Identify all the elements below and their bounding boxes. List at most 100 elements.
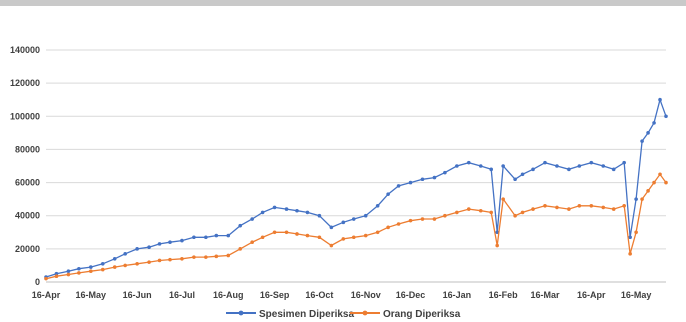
data-point — [100, 267, 105, 272]
data-point — [443, 170, 447, 175]
data-point — [658, 172, 662, 177]
data-point — [520, 172, 525, 177]
data-point — [628, 252, 632, 256]
x-tick-label: 16-Feb — [489, 290, 519, 300]
data-point — [375, 203, 380, 208]
y-tick-label: 60000 — [15, 178, 40, 188]
data-point — [555, 164, 559, 168]
data-point — [501, 164, 505, 168]
data-point — [640, 197, 644, 201]
y-tick-label: 120000 — [10, 78, 40, 88]
data-point — [168, 257, 172, 262]
data-point — [601, 205, 606, 210]
data-point — [147, 260, 151, 264]
data-point — [640, 139, 644, 143]
data-point — [204, 235, 208, 240]
data-point — [664, 114, 668, 119]
data-point — [341, 220, 346, 225]
data-point — [567, 167, 571, 172]
data-point — [226, 253, 231, 258]
data-point — [54, 274, 59, 279]
data-point — [589, 203, 594, 208]
data-point — [54, 271, 59, 276]
x-tick-label: 16-Jul — [169, 290, 195, 300]
data-point — [226, 233, 231, 238]
x-tick-label: 16-Jan — [443, 290, 472, 300]
data-point — [192, 255, 196, 259]
data-point — [466, 160, 471, 165]
y-tick-label: 80000 — [15, 144, 40, 154]
data-point — [214, 233, 219, 238]
data-point — [478, 164, 483, 168]
x-tick-label: 16-Nov — [351, 290, 381, 300]
data-point — [157, 242, 162, 246]
data-point — [44, 276, 48, 281]
data-point — [66, 272, 71, 277]
data-point — [272, 205, 277, 210]
data-point — [455, 164, 459, 168]
data-point — [628, 235, 632, 240]
data-point — [260, 210, 265, 215]
data-point — [577, 203, 582, 208]
x-tick-label: 16-May — [621, 290, 652, 300]
top-border-strip — [0, 0, 686, 6]
legend-swatch-marker — [362, 310, 368, 316]
data-point — [396, 184, 401, 188]
data-point — [284, 230, 289, 235]
x-axis-tick-labels: 16-Apr 16-May 16-Jun 16-Jul 16-Aug 16-Sep 16-O… — [32, 290, 652, 300]
data-point — [123, 252, 127, 256]
data-point — [238, 223, 243, 228]
data-point — [489, 167, 494, 172]
data-point — [329, 225, 334, 230]
data-point — [531, 167, 535, 172]
data-point — [168, 240, 172, 245]
data-point — [652, 121, 656, 125]
y-tick-label: 20000 — [15, 244, 40, 254]
data-point — [351, 217, 356, 221]
y-axis-tick-labels: 0 20000 40000 60000 80000 100000 120000 140000 — [10, 45, 40, 287]
data-point — [432, 175, 437, 180]
data-point — [317, 235, 322, 240]
data-point — [238, 247, 243, 251]
data-point — [112, 257, 117, 261]
data-point — [513, 213, 517, 218]
legend: Spesimen Diperiksa Orang Diperiksa — [226, 309, 461, 320]
data-point — [646, 189, 650, 193]
data-point — [214, 254, 219, 259]
x-tick-label: 16-Jun — [123, 290, 152, 300]
series-line — [45, 173, 667, 280]
x-tick-label: 16-Apr — [32, 290, 61, 300]
legend-swatch-marker — [238, 310, 244, 316]
data-point — [543, 203, 547, 208]
series-lines — [44, 97, 668, 281]
data-point — [192, 235, 196, 240]
data-point — [295, 232, 299, 236]
y-tick-label: 140000 — [10, 45, 40, 55]
y-tick-label: 40000 — [15, 211, 40, 221]
data-point — [531, 207, 535, 211]
legend-entry-label: Spesimen Diperiksa — [259, 309, 354, 320]
data-point — [147, 245, 151, 249]
data-point — [466, 207, 471, 211]
data-point — [375, 230, 380, 235]
series-line — [45, 97, 667, 278]
data-point — [351, 235, 356, 240]
data-point — [489, 210, 494, 215]
x-tick-label: 16-Aug — [213, 290, 244, 300]
data-point — [443, 213, 447, 218]
data-point — [317, 213, 322, 218]
x-tick-label: 16-Dec — [396, 290, 426, 300]
data-point — [135, 261, 139, 266]
data-point — [77, 266, 81, 271]
data-point — [634, 197, 638, 201]
data-point — [589, 160, 594, 165]
data-point — [555, 205, 559, 210]
data-point — [611, 207, 616, 211]
x-tick-label: 16-May — [76, 290, 107, 300]
data-point — [622, 203, 626, 208]
data-point — [622, 160, 626, 165]
data-point — [611, 167, 616, 172]
data-point — [284, 207, 289, 211]
data-point — [577, 164, 582, 168]
